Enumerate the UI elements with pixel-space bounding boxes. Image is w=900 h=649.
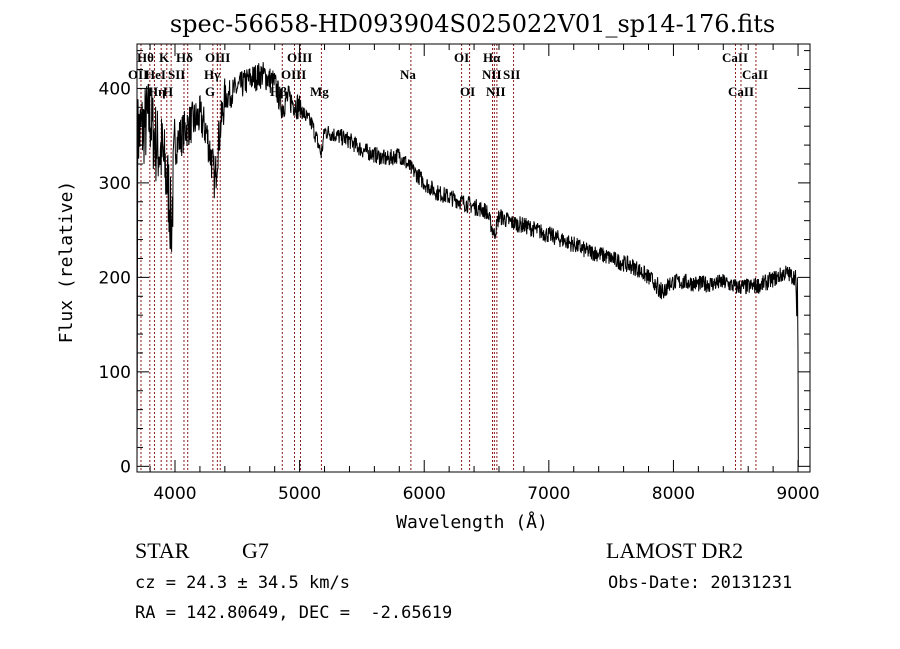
y-tick-label: 300 xyxy=(99,174,131,194)
survey-label: LAMOST DR2 xyxy=(606,538,744,563)
spectral-line-label: NII xyxy=(482,67,502,82)
spectral-line-label: CaII xyxy=(742,67,768,82)
spectral-line-label: OIII xyxy=(205,50,230,65)
spectral-line-label: HeI xyxy=(145,67,166,82)
y-tick-label: 0 xyxy=(120,457,131,477)
spectral-line-label: CaII xyxy=(722,50,748,65)
spectral-line-label: Na xyxy=(400,67,416,82)
x-tick-label: 5000 xyxy=(278,484,321,504)
spectral-line-label: Hα xyxy=(483,50,501,65)
spectral-line-label: SII xyxy=(168,67,185,82)
plot-frame xyxy=(136,43,811,473)
spectral-line-label: Mg xyxy=(310,84,329,99)
y-tick-label: 200 xyxy=(99,268,131,288)
spectral-line-label: H xyxy=(163,84,173,99)
y-tick-label: 400 xyxy=(99,79,131,99)
spectral-line-label: Hδ xyxy=(176,50,193,65)
y-tick-label: 100 xyxy=(99,363,131,383)
x-tick-label: 8000 xyxy=(652,484,695,504)
x-tick-label: 4000 xyxy=(153,484,196,504)
object-class: STAR xyxy=(135,538,190,563)
spectral-line-label: K xyxy=(159,50,170,65)
object-subclass: G7 xyxy=(242,538,269,563)
spectral-line-label: NII xyxy=(486,84,506,99)
spectral-line-label: OI xyxy=(454,50,469,65)
spectral-line-label: Hγ xyxy=(204,67,220,82)
spectrum-line xyxy=(136,62,799,467)
x-axis-label: Wavelength (Å) xyxy=(396,511,548,533)
spectral-line-label: G xyxy=(205,84,215,99)
chart-title: spec-56658-HD093904S025022V01_sp14-176.f… xyxy=(169,10,776,38)
spectral-line-label: OIII xyxy=(287,50,312,65)
spectral-line-label: Hθ xyxy=(137,50,154,65)
x-tick-label: 9000 xyxy=(776,484,819,504)
x-tick-label: 7000 xyxy=(527,484,570,504)
spectral-line-label: OII xyxy=(128,67,148,82)
obs-date-text: Obs-Date: 20131231 xyxy=(608,573,793,593)
spectral-line-label: OIII xyxy=(281,67,306,82)
coordinates-text: RA = 142.80649, DEC = -2.65619 xyxy=(135,603,453,623)
spectral-line-label: CaII xyxy=(728,84,754,99)
redshift-text: cz = 24.3 ± 34.5 km/s xyxy=(135,573,350,593)
x-tick-label: 6000 xyxy=(403,484,446,504)
spectral-line-label: OI xyxy=(460,84,475,99)
spectral-line-label: SII xyxy=(503,67,520,82)
y-axis-label: Flux (relative) xyxy=(56,181,77,344)
